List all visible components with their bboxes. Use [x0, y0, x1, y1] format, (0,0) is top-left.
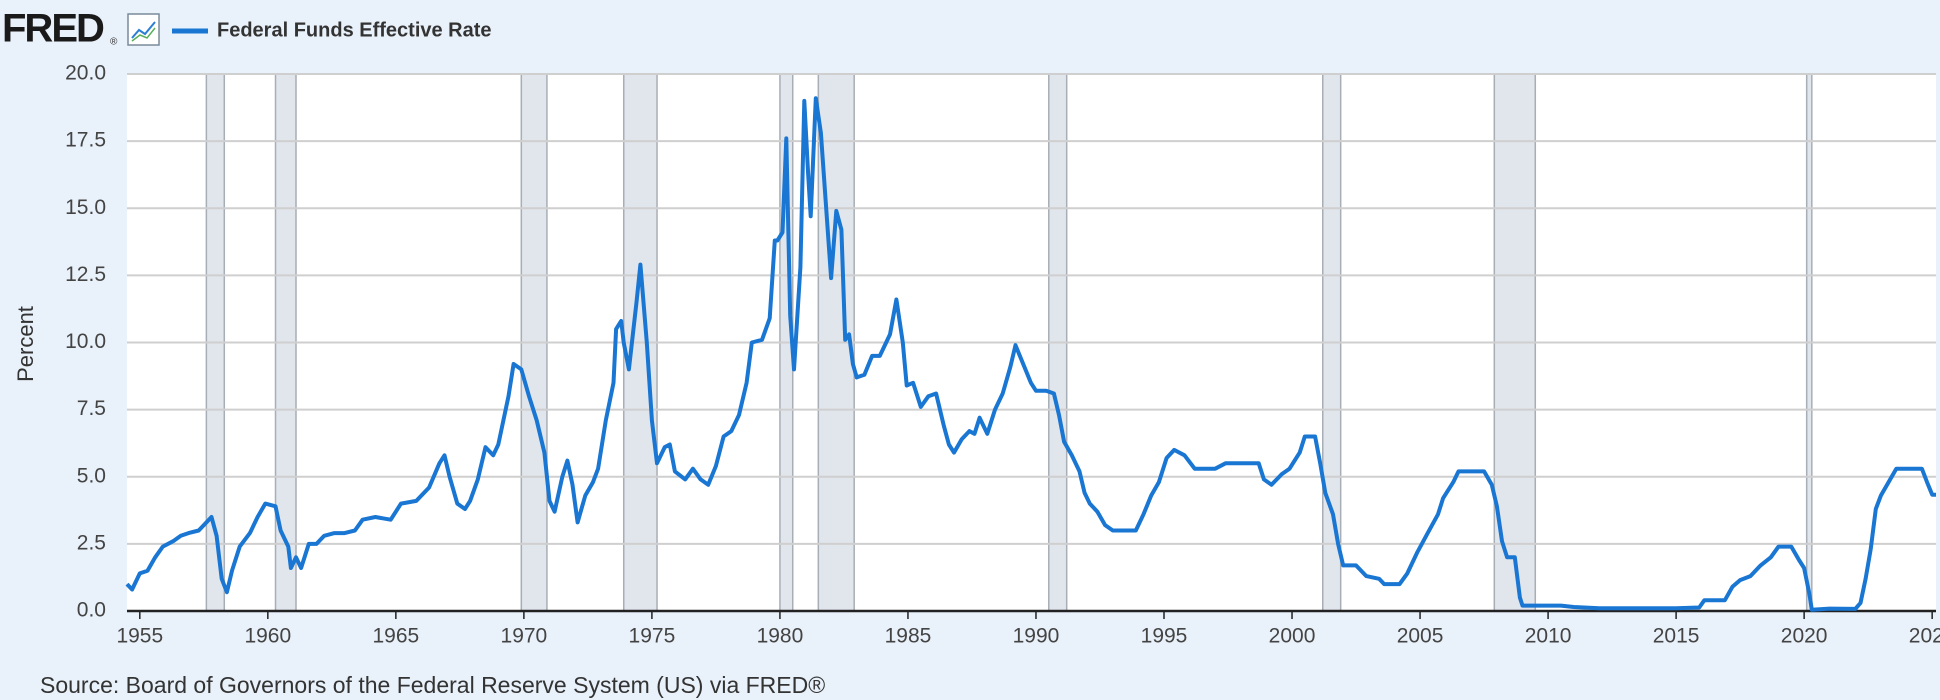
y-tick-label: 20.0 [65, 62, 106, 85]
x-tick-label: 1965 [372, 625, 419, 648]
chart-icon [127, 13, 160, 46]
logo: FRED [2, 7, 104, 51]
x-tick-label: 1980 [757, 625, 804, 648]
y-tick-label: 2.5 [77, 531, 106, 554]
x-tick-label: 1990 [1013, 625, 1060, 648]
x-tick-label: 2015 [1653, 625, 1700, 648]
x-tick-label: 1985 [885, 625, 932, 648]
y-axis-label: Percent [13, 306, 38, 382]
x-tick-label: 1975 [629, 625, 676, 648]
x-tick-label: 2020 [1781, 625, 1828, 648]
legend-label: Federal Funds Effective Rate [217, 19, 492, 41]
y-tick-label: 17.5 [65, 129, 106, 152]
x-tick-label: 2005 [1397, 625, 1444, 648]
x-tick-label: 2000 [1269, 625, 1316, 648]
line-series [125, 96, 1936, 612]
x-tick-label: 2025 [1909, 625, 1940, 648]
y-tick-label: 12.5 [65, 263, 106, 286]
x-tick-label: 1970 [501, 625, 548, 648]
y-tick-label: 5.0 [77, 464, 106, 487]
logo-mark: ® [110, 37, 118, 48]
y-tick-label: 7.5 [77, 397, 106, 420]
y-tick-label: 15.0 [65, 196, 106, 219]
y-tick-label: 0.0 [77, 599, 106, 622]
y-tick-label: 10.0 [65, 330, 106, 353]
x-tick-label: 1995 [1141, 625, 1188, 648]
x-tick-label: 1955 [116, 625, 163, 648]
x-tick-label: 2010 [1525, 625, 1572, 648]
x-tick-label: 1960 [244, 625, 291, 648]
source: Source: Board of Governors of the Federa… [40, 672, 825, 698]
